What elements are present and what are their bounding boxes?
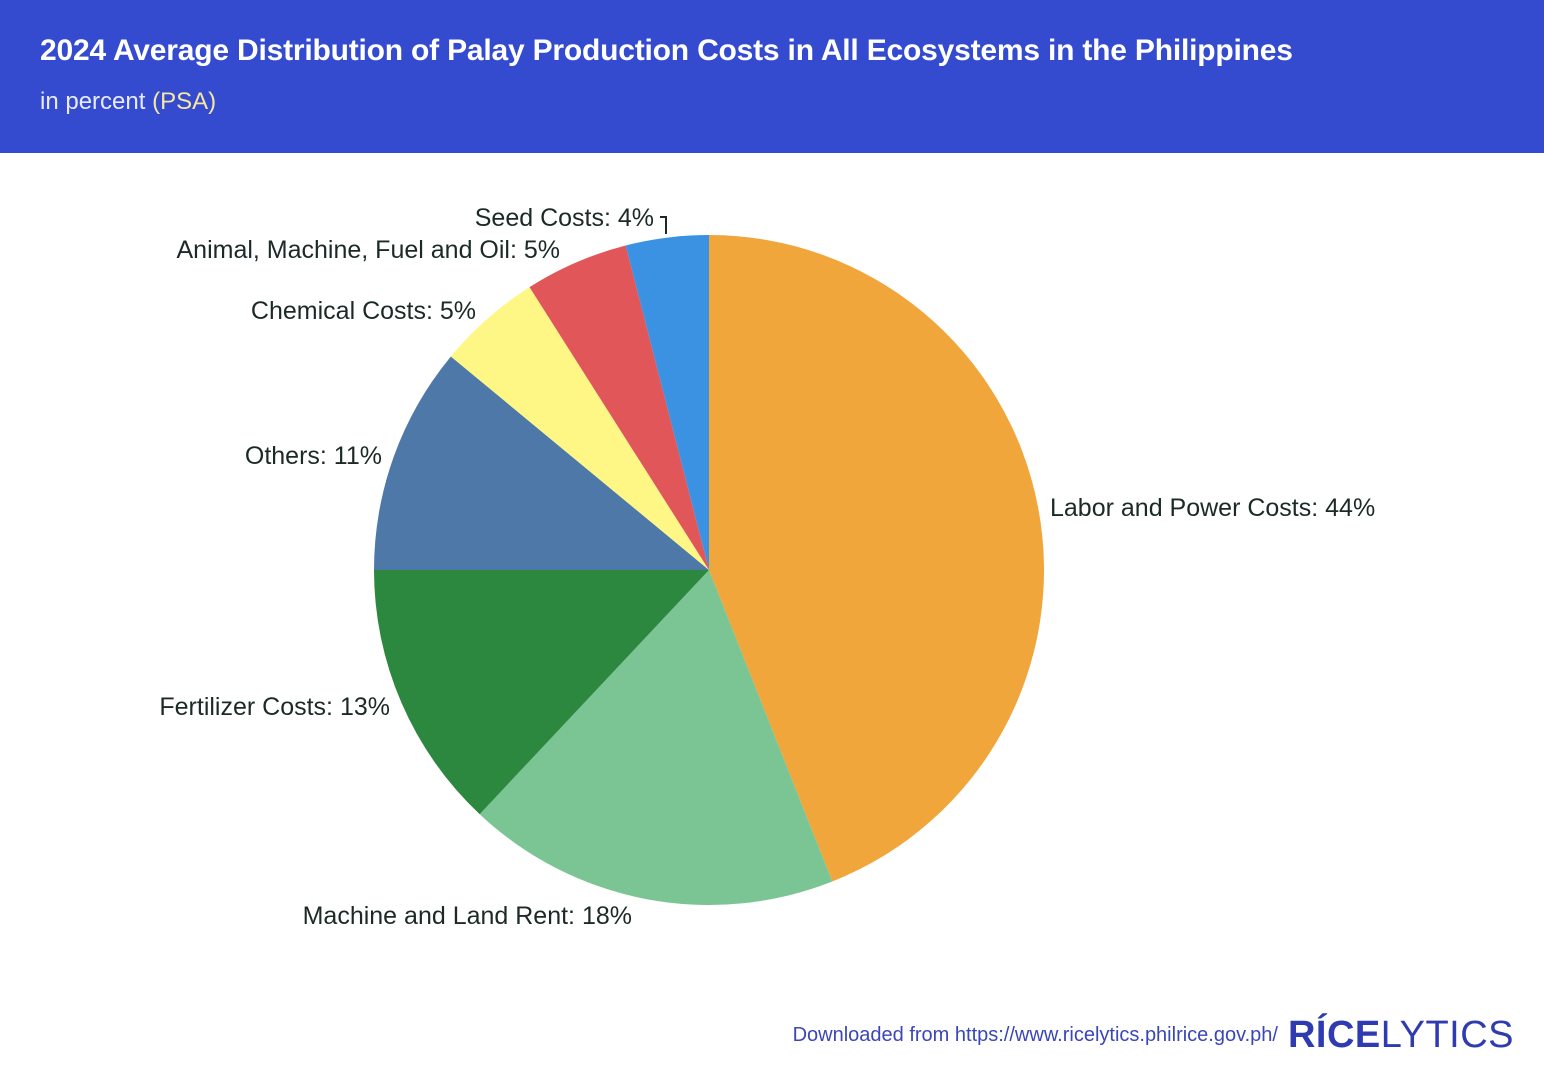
slice-label-fertilizer-costs: Fertilizer Costs: 13% [159, 693, 390, 721]
slice-label-animal-machine-fuel-and-oil: Animal, Machine, Fuel and Oil: 5% [176, 236, 560, 264]
slice-label-machine-and-land-rent: Machine and Land Rent: 18% [303, 902, 632, 930]
pie-slice-animal-machine-fuel-and-oil[interactable] [529, 245, 710, 570]
pie-slice-labor-and-power-costs[interactable] [709, 235, 1045, 882]
slice-label-labor-and-power-costs: Labor and Power Costs: 44% [1050, 494, 1375, 522]
subtitle-source: (PSA) [152, 88, 217, 115]
slice-label-seed-costs: Seed Costs: 4% [475, 204, 654, 232]
pie-slice-others[interactable] [374, 356, 709, 570]
pie-slices [374, 235, 1045, 906]
slice-label-others: Others: 11% [245, 442, 382, 470]
chart-title: 2024 Average Distribution of Palay Produ… [40, 34, 1293, 67]
pie-slice-machine-and-land-rent[interactable] [479, 570, 833, 906]
header-banner: 2024 Average Distribution of Palay Produ… [0, 0, 1544, 153]
subtitle-unit: in percent [40, 88, 146, 115]
chart-subtitle: in percent (PSA) [40, 88, 216, 116]
download-source-text[interactable]: Downloaded from https://www.ricelytics.p… [792, 1023, 1278, 1046]
footer: Downloaded from https://www.ricelytics.p… [793, 1016, 1514, 1054]
ricelytics-logo: RÍCELYTICS [1287, 1014, 1514, 1056]
seed-costs-leader-line [660, 216, 667, 234]
pie-labels: Labor and Power Costs: 44% Machine and La… [159, 204, 1375, 930]
pie-slice-seed-costs[interactable] [625, 235, 709, 570]
pie-slice-chemical-costs[interactable] [450, 287, 709, 570]
slice-label-chemical-costs: Chemical Costs: 5% [251, 297, 476, 325]
pie-slice-fertilizer-costs[interactable] [374, 570, 709, 815]
